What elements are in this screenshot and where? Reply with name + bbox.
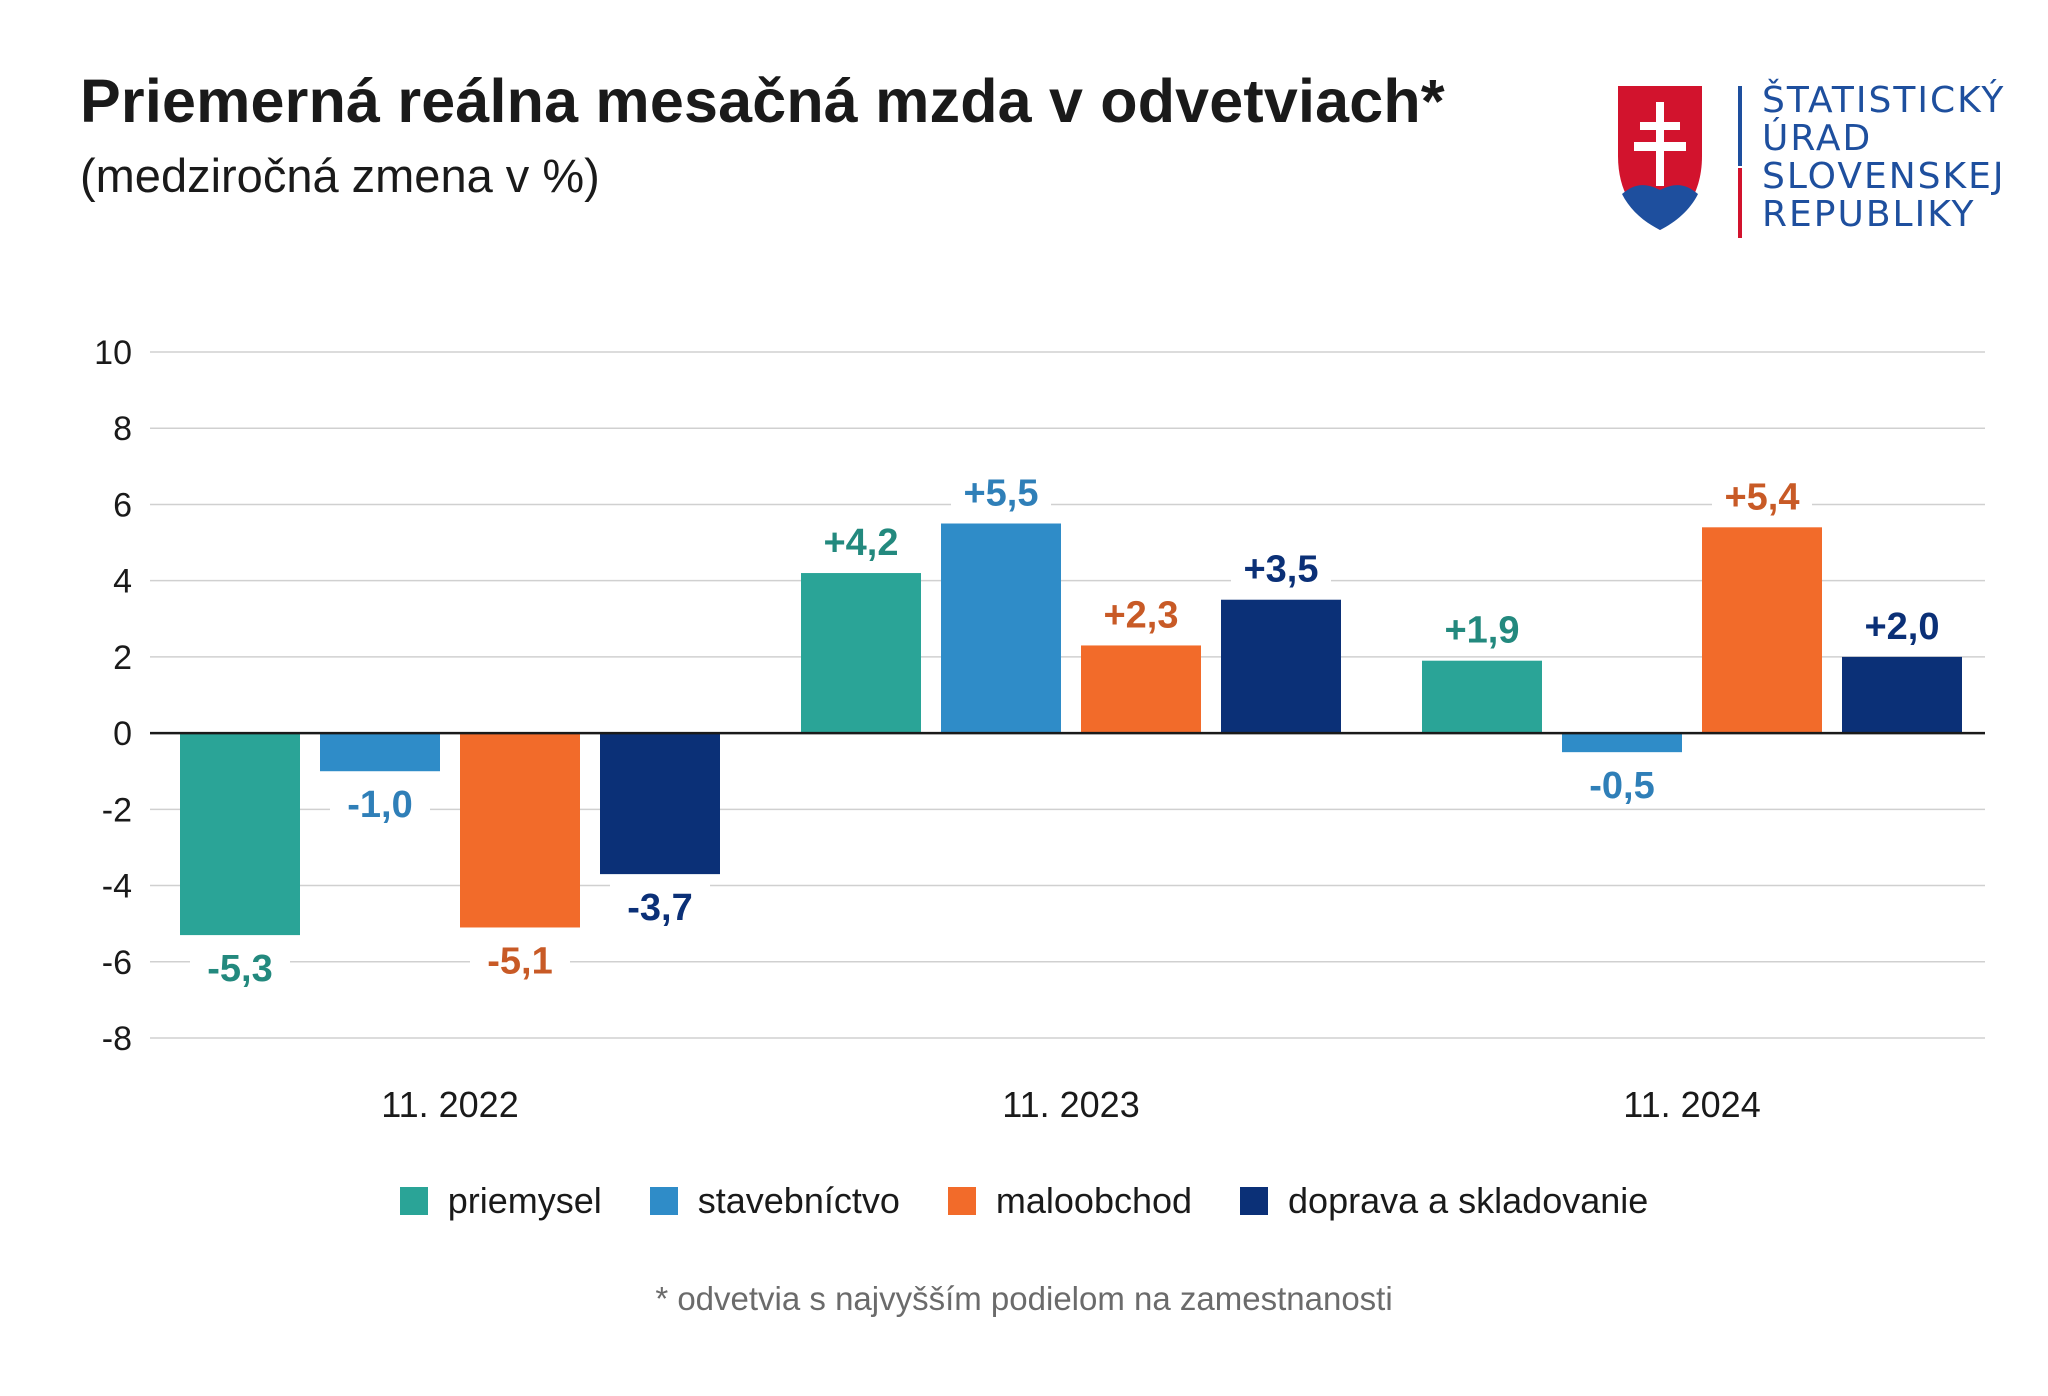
data-label: +2,0: [1864, 606, 1939, 648]
data-label-bg: [190, 945, 290, 992]
org-line: SLOVENSKEJ: [1762, 156, 2006, 197]
legend-item: stavebníctvo: [649, 1180, 900, 1222]
organization-name: ŠTATISTICKÝ ÚRAD SLOVENSKEJ REPUBLIKY: [1762, 82, 2005, 234]
chart-subtitle: (medziročná zmena v %): [80, 149, 600, 202]
bar: [1842, 656, 1962, 734]
y-tick-label: 2: [113, 639, 132, 677]
data-label-bg: [610, 884, 710, 931]
x-axis-ticks: 11. 2022 11. 2023 11. 2024: [381, 1084, 1760, 1125]
data-label-bg: [1091, 591, 1191, 638]
data-label: +5,4: [1724, 476, 1799, 518]
y-tick-label: -2: [102, 791, 132, 829]
legend-item: priemysel: [399, 1180, 602, 1222]
legend-label: stavebníctvo: [697, 1180, 900, 1221]
data-label-bg: [1231, 545, 1331, 592]
legend-label: doprava a skladovanie: [1288, 1180, 1649, 1221]
data-label: +4,2: [823, 522, 898, 564]
legend: priemysel stavebníctvo maloobchod doprava a…: [0, 1180, 2048, 1222]
data-label-bg: [811, 519, 911, 566]
data-label: -3,7: [627, 887, 692, 929]
y-tick-label: -8: [102, 1020, 132, 1058]
org-line: ŠTATISTICKÝ: [1762, 80, 2006, 121]
data-label-bg: [951, 469, 1051, 516]
bar: [1221, 599, 1341, 734]
data-label-bg: [1712, 473, 1812, 520]
data-label: +5,5: [963, 473, 1038, 515]
data-label: +1,9: [1444, 610, 1519, 652]
bar: [460, 733, 580, 928]
legend-swatch: [399, 1187, 428, 1215]
data-label-bg: [1572, 762, 1672, 809]
legend-swatch: [649, 1187, 678, 1215]
bar: [1081, 645, 1201, 734]
data-label: -5,3: [207, 948, 272, 990]
bar: [180, 733, 300, 936]
bar: [600, 733, 720, 875]
bar-chart: 10 8 6 4 2 0 -2 -4 -6 -8 -5,3 -1,0 -5,1 -3,7 +4,2 +5,5…: [94, 334, 1985, 1125]
y-tick-label: 0: [113, 715, 132, 753]
legend-item: doprava a skladovanie: [1240, 1180, 1648, 1222]
statistical-office-logo: ŠTATISTICKÝ ÚRAD SLOVENSKEJ REPUBLIKY: [1614, 82, 2048, 250]
y-tick-label: -4: [102, 868, 132, 906]
data-labels: -5,3 -1,0 -5,1 -3,7 +4,2 +5,5 +2,3 +3,5 +1,9 -0,5…: [190, 469, 1952, 992]
data-label-bg: [330, 781, 430, 828]
bar: [320, 733, 440, 772]
data-label-bg: [1852, 602, 1952, 649]
bar: [1562, 733, 1682, 753]
x-tick-label: 11. 2022: [381, 1084, 518, 1125]
y-tick-label: 8: [113, 410, 132, 448]
data-label: +2,3: [1103, 594, 1178, 636]
data-label-bg: [1432, 606, 1532, 653]
y-tick-label: 6: [113, 486, 132, 524]
y-tick-label: 10: [94, 334, 132, 372]
data-label: +3,5: [1243, 549, 1318, 591]
bar: [801, 573, 921, 734]
x-tick-label: 11. 2023: [1002, 1084, 1139, 1125]
footnote: * odvetvia s najvyšším podielom na zames…: [655, 1280, 1393, 1317]
data-label: -0,5: [1589, 765, 1654, 807]
bars: [180, 523, 1962, 936]
x-tick-label: 11. 2024: [1623, 1084, 1760, 1125]
y-axis-ticks: 10 8 6 4 2 0 -2 -4 -6 -8: [94, 334, 132, 1058]
bar: [941, 523, 1061, 734]
data-label: -5,1: [487, 940, 552, 982]
legend-swatch: [1240, 1187, 1269, 1215]
legend-swatch: [947, 1187, 976, 1215]
grid-lines: [150, 351, 1985, 1039]
data-label-bg: [470, 937, 570, 984]
legend-item: maloobchod: [947, 1180, 1193, 1222]
coat-of-arms-icon: [1618, 86, 1742, 238]
chart-title: Priemerná reálna mesačná mzda v odvetvia…: [80, 67, 1445, 135]
org-line: REPUBLIKY: [1762, 194, 1976, 235]
legend-label: maloobchod: [995, 1180, 1193, 1221]
org-line: ÚRAD: [1762, 118, 1873, 159]
bar: [1702, 527, 1822, 734]
y-tick-label: 4: [113, 563, 132, 601]
bar: [1422, 660, 1542, 734]
y-tick-label: -6: [102, 944, 132, 982]
legend-label: priemysel: [447, 1180, 602, 1221]
data-label: -1,0: [347, 784, 412, 826]
